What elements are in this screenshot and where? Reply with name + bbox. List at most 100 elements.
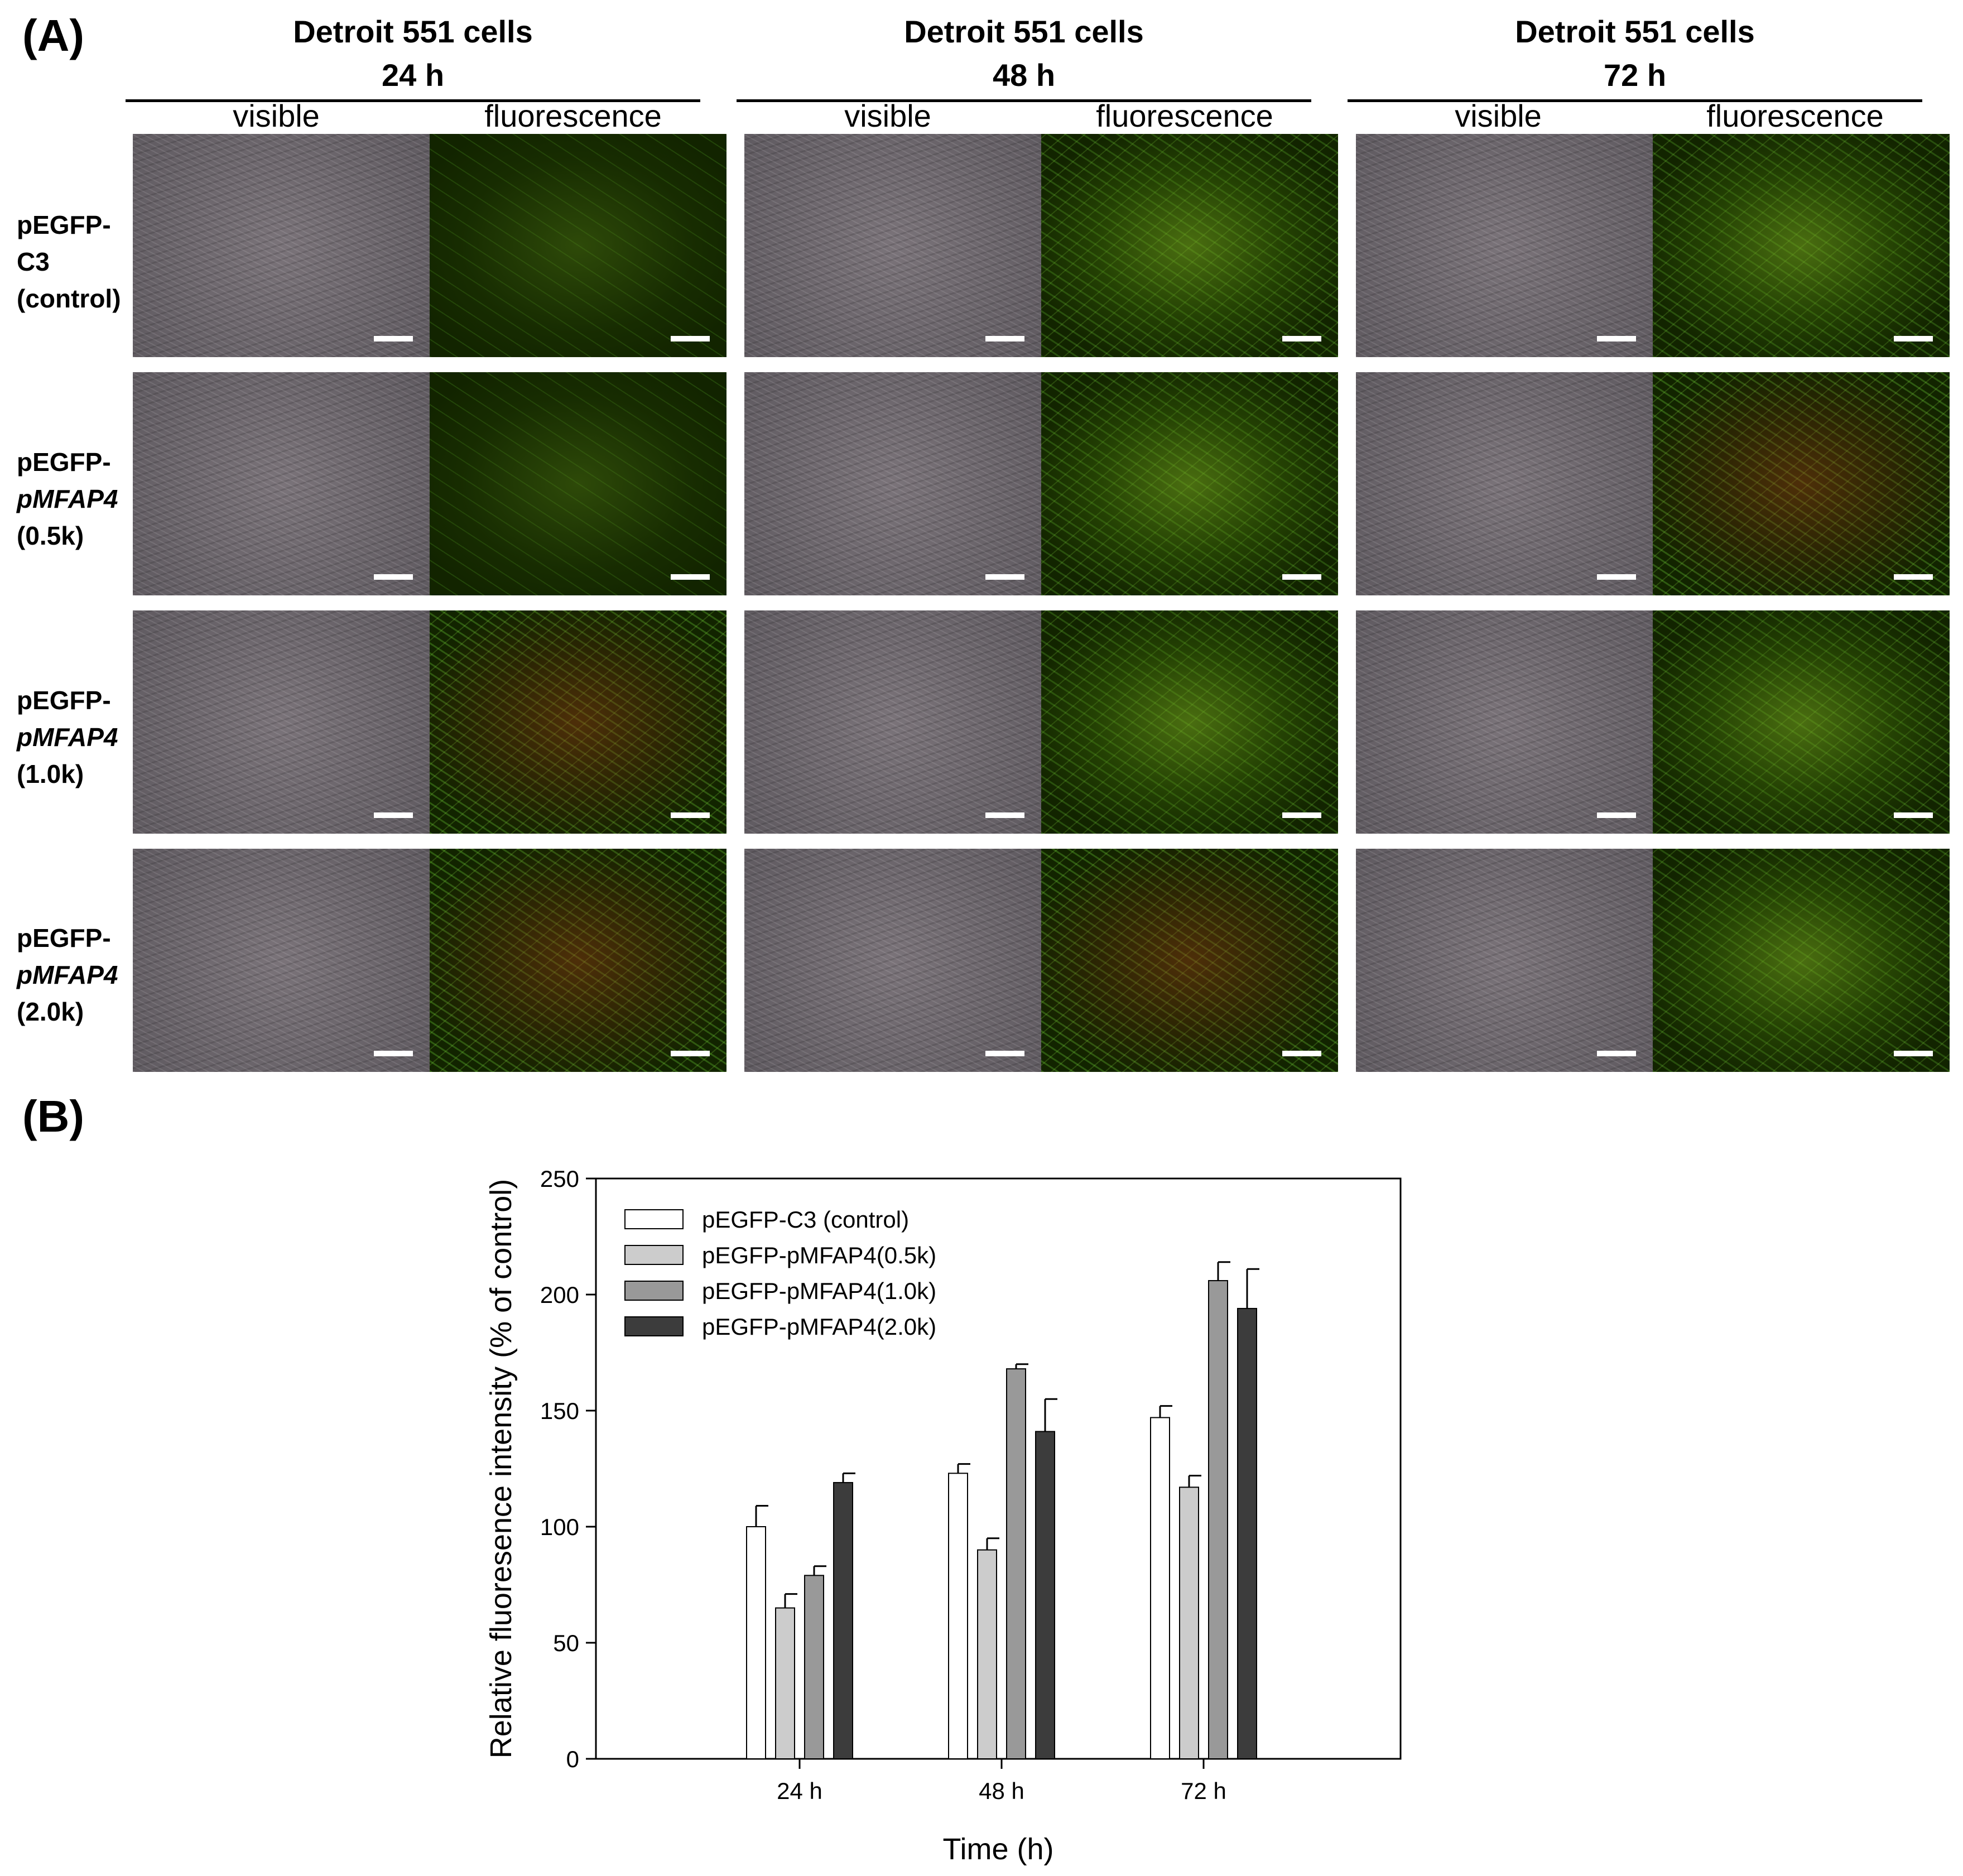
scale-bar [1282, 574, 1321, 580]
y-tick-label: 100 [540, 1514, 579, 1540]
micrograph-visible-2-0k-24h [133, 849, 430, 1072]
x-tick-label: 48 h [979, 1778, 1024, 1804]
bar [948, 1473, 968, 1760]
row-label-2-0k: pEGFP- pMFAP4 (2.0k) [17, 920, 128, 1030]
row-label-line3: (1.0k) [17, 759, 84, 788]
scale-bar [1282, 1051, 1321, 1056]
col-fluor-24h: fluorescence [484, 98, 662, 133]
bar [1035, 1431, 1055, 1759]
legend-label: pEGFP-C3 (control) [702, 1206, 909, 1233]
bar [775, 1607, 795, 1760]
header-rule [737, 99, 1311, 102]
bar [1006, 1368, 1026, 1760]
micrograph-fluorescence-control-24h [430, 134, 726, 357]
scale-bar [374, 1051, 413, 1056]
micrograph-fluorescence-0-5k-24h [430, 372, 726, 595]
bar [977, 1549, 997, 1760]
col-visible-24h: visible [233, 98, 320, 133]
bar [1179, 1487, 1199, 1760]
row-label-line1: pEGFP- [17, 923, 111, 953]
time-title: 24 h [381, 57, 445, 93]
bar [1208, 1280, 1228, 1760]
scale-bar [1282, 336, 1321, 341]
y-tick-label: 50 [553, 1630, 579, 1656]
cell-line-title: Detroit 551 cells [1515, 14, 1755, 49]
row-label-control: pEGFP- C3 (control) [17, 206, 128, 317]
x-tick-label: 72 h [1181, 1778, 1226, 1804]
micrograph-visible-control-48h [744, 134, 1041, 357]
legend-label: pEGFP-pMFAP4(1.0k) [702, 1278, 936, 1304]
panel-a-label: (A) [22, 11, 85, 60]
legend-swatch [624, 1281, 684, 1301]
scale-bar [671, 1051, 710, 1056]
time-group-72h: Detroit 551 cells 72 h [1348, 10, 1922, 102]
y-tick-label: 200 [540, 1282, 579, 1308]
legend-swatch [624, 1245, 684, 1265]
micrograph-fluorescence-1-0k-72h [1653, 610, 1950, 834]
col-fluor-72h: fluorescence [1706, 98, 1884, 133]
col-fluor-48h: fluorescence [1096, 98, 1273, 133]
micrograph-visible-1-0k-48h [744, 610, 1041, 834]
micrograph-fluorescence-0-5k-72h [1653, 372, 1950, 595]
col-visible-72h: visible [1455, 98, 1542, 133]
time-group-48h: Detroit 551 cells 48 h [737, 10, 1311, 102]
row-label-line1: pEGFP- [17, 686, 111, 715]
plot-frame [595, 1177, 1402, 1760]
scale-bar [1894, 336, 1933, 341]
row-label-1-0k: pEGFP- pMFAP4 (1.0k) [17, 682, 128, 792]
col-visible-48h: visible [844, 98, 931, 133]
header-rule [1348, 99, 1922, 102]
micrograph-visible-0-5k-24h [133, 372, 430, 595]
row-label-line2: C3 [17, 247, 50, 276]
cell-line-title: Detroit 551 cells [904, 14, 1144, 49]
micrograph-visible-2-0k-48h [744, 849, 1041, 1072]
scale-bar [374, 812, 413, 818]
scale-bar [1282, 812, 1321, 818]
bar [833, 1481, 853, 1759]
scale-bar [1597, 574, 1636, 580]
scale-bar [374, 574, 413, 580]
micrograph-visible-1-0k-24h [133, 610, 430, 834]
micrograph-fluorescence-2-0k-72h [1653, 849, 1950, 1072]
time-title: 72 h [1603, 57, 1667, 93]
scale-bar [985, 1051, 1024, 1056]
row-label-line3: (control) [17, 284, 121, 313]
scale-bar [1597, 336, 1636, 341]
x-axis-label: Time (h) [943, 1832, 1054, 1866]
row-label-line1: pEGFP- [17, 448, 111, 477]
row-label-line3: (2.0k) [17, 997, 84, 1026]
micrograph-visible-control-24h [133, 134, 430, 357]
micrograph-fluorescence-control-72h [1653, 134, 1950, 357]
scale-bar [985, 812, 1024, 818]
micrograph-fluorescence-0-5k-48h [1041, 372, 1338, 595]
micrograph-fluorescence-2-0k-24h [430, 849, 726, 1072]
header-rule [126, 99, 700, 102]
panel-b-label: (B) [22, 1091, 85, 1141]
scale-bar [1894, 574, 1933, 580]
micrograph-visible-2-0k-72h [1356, 849, 1653, 1072]
scale-bar [1597, 812, 1636, 818]
bar [804, 1575, 824, 1760]
cell-line-title: Detroit 551 cells [293, 14, 533, 49]
scale-bar [1597, 1051, 1636, 1056]
legend-label: pEGFP-pMFAP4(2.0k) [702, 1314, 936, 1340]
row-label-0-5k: pEGFP- pMFAP4 (0.5k) [17, 444, 128, 554]
micrograph-fluorescence-1-0k-48h [1041, 610, 1338, 834]
micrograph-visible-0-5k-72h [1356, 372, 1653, 595]
legend-label: pEGFP-pMFAP4(0.5k) [702, 1242, 936, 1268]
legend-swatch [624, 1209, 684, 1229]
scale-bar [671, 336, 710, 341]
bar [1150, 1417, 1170, 1759]
scale-bar [985, 336, 1024, 341]
micrograph-visible-0-5k-48h [744, 372, 1041, 595]
scale-bar [671, 574, 710, 580]
scale-bar [374, 336, 413, 341]
row-label-line1: pEGFP- [17, 210, 111, 239]
row-label-line2: pMFAP4 [17, 484, 118, 513]
time-title: 48 h [992, 57, 1056, 93]
micrograph-fluorescence-1-0k-24h [430, 610, 726, 834]
scale-bar [985, 574, 1024, 580]
scale-bar [671, 812, 710, 818]
micrograph-fluorescence-2-0k-48h [1041, 849, 1338, 1072]
